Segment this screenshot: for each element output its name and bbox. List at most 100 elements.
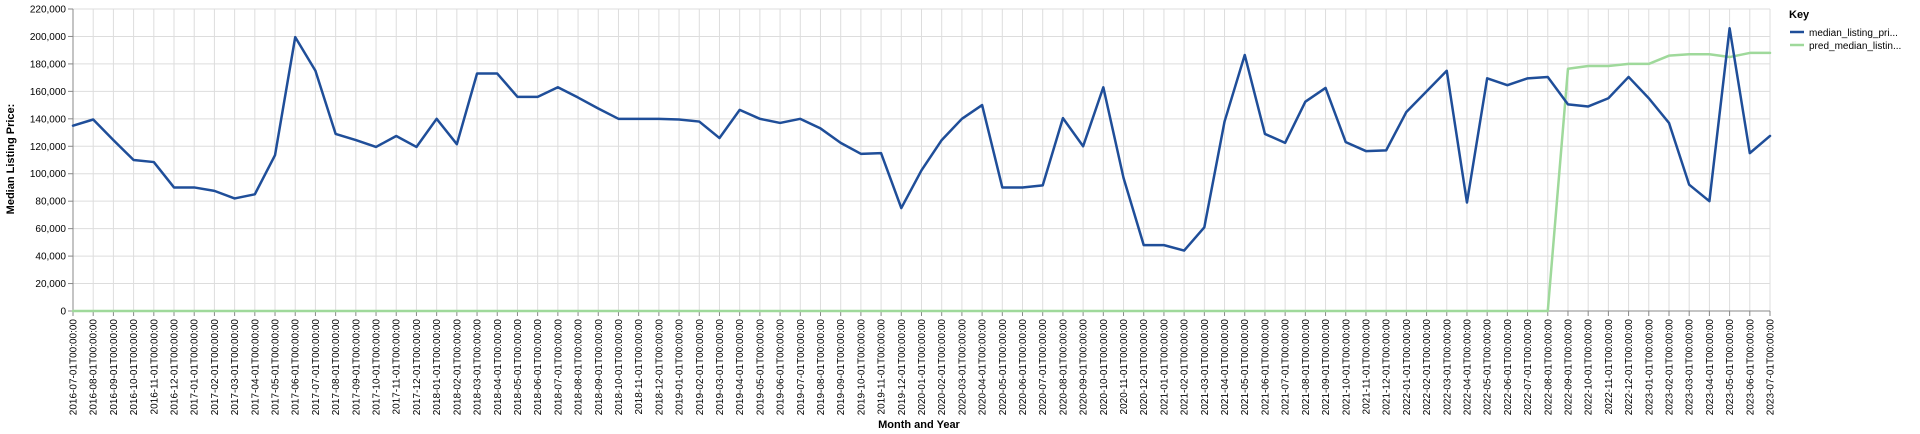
x-tick-label: 2016-07-01T00:00:00 bbox=[69, 319, 80, 416]
x-tick-label: 2020-05-01T00:00:00 bbox=[998, 319, 1009, 416]
x-tick-label: 2020-03-01T00:00:00 bbox=[957, 319, 968, 416]
x-tick-label: 2017-07-01T00:00:00 bbox=[311, 319, 322, 416]
x-tick-label: 2017-12-01T00:00:00 bbox=[412, 319, 423, 416]
x-tick-label: 2016-12-01T00:00:00 bbox=[170, 319, 181, 416]
x-tick-label: 2019-08-01T00:00:00 bbox=[816, 319, 827, 416]
x-tick-label: 2022-08-01T00:00:00 bbox=[1543, 319, 1554, 416]
x-tick-label: 2022-11-01T00:00:00 bbox=[1604, 319, 1615, 415]
x-tick-label: 2018-07-01T00:00:00 bbox=[553, 319, 564, 416]
y-tick-label: 200,000 bbox=[30, 32, 67, 43]
x-tick-label: 2020-04-01T00:00:00 bbox=[978, 319, 989, 416]
x-tick-label: 2020-07-01T00:00:00 bbox=[1038, 319, 1049, 416]
x-tick-label: 2022-04-01T00:00:00 bbox=[1462, 319, 1473, 416]
legend-title: Key bbox=[1789, 9, 1810, 21]
y-tick-label: 120,000 bbox=[30, 142, 67, 153]
x-tick-label: 2017-06-01T00:00:00 bbox=[291, 319, 302, 416]
legend-entry-median: median_listing_pri... bbox=[1790, 28, 1898, 39]
x-tick-label: 2019-05-01T00:00:00 bbox=[755, 319, 766, 416]
x-tick-label: 2020-09-01T00:00:00 bbox=[1079, 319, 1090, 416]
x-tick-label: 2019-12-01T00:00:00 bbox=[897, 319, 908, 416]
x-tick-label: 2023-03-01T00:00:00 bbox=[1685, 319, 1696, 416]
x-tick-label: 2020-02-01T00:00:00 bbox=[937, 319, 948, 416]
x-tick-label: 2019-01-01T00:00:00 bbox=[675, 319, 686, 416]
x-tick-label: 2018-11-01T00:00:00 bbox=[634, 319, 645, 415]
y-axis-title: Median Listing Price: bbox=[5, 104, 17, 215]
x-tick-label: 2022-01-01T00:00:00 bbox=[1402, 319, 1413, 416]
x-tick-label: 2021-03-01T00:00:00 bbox=[1200, 319, 1211, 416]
x-tick-label: 2023-06-01T00:00:00 bbox=[1745, 319, 1756, 416]
x-tick-label: 2020-01-01T00:00:00 bbox=[917, 319, 928, 416]
x-tick-label: 2018-03-01T00:00:00 bbox=[473, 319, 484, 416]
x-tick-label: 2021-08-01T00:00:00 bbox=[1301, 319, 1312, 416]
x-tick-label: 2021-05-01T00:00:00 bbox=[1240, 319, 1251, 416]
chart-grid bbox=[72, 8, 1771, 312]
x-tick-label: 2019-02-01T00:00:00 bbox=[695, 319, 706, 416]
x-tick-label: 2023-02-01T00:00:00 bbox=[1664, 319, 1675, 416]
x-tick-label: 2018-06-01T00:00:00 bbox=[533, 319, 544, 416]
x-tick-label: 2016-11-01T00:00:00 bbox=[149, 319, 160, 415]
x-tick-label: 2017-09-01T00:00:00 bbox=[351, 319, 362, 416]
x-tick-label: 2018-12-01T00:00:00 bbox=[654, 319, 665, 416]
x-tick-label: 2022-02-01T00:00:00 bbox=[1422, 319, 1433, 416]
x-tick-label: 2021-01-01T00:00:00 bbox=[1159, 319, 1170, 416]
x-tick-label: 2021-11-01T00:00:00 bbox=[1361, 319, 1372, 415]
x-tick-label: 2020-10-01T00:00:00 bbox=[1099, 319, 1110, 416]
x-tick-label: 2023-05-01T00:00:00 bbox=[1725, 319, 1736, 416]
x-tick-label: 2017-04-01T00:00:00 bbox=[250, 319, 261, 416]
x-tick-label: 2020-11-01T00:00:00 bbox=[1119, 319, 1130, 415]
x-axis-title: Month and Year bbox=[878, 419, 960, 431]
x-tick-label: 2019-07-01T00:00:00 bbox=[796, 319, 807, 416]
x-tick-label: 2021-12-01T00:00:00 bbox=[1382, 319, 1393, 416]
x-tick-label: 2021-07-01T00:00:00 bbox=[1281, 319, 1292, 416]
legend-label: pred_median_listin... bbox=[1809, 41, 1901, 52]
chart-legend: Key median_listing_pri... pred_median_li… bbox=[1789, 9, 1901, 52]
series-line-pred-median-listing-price bbox=[71, 51, 1772, 313]
y-axis: 0 20,000 40,000 60,000 80,000 100,000 120,000 1… bbox=[30, 5, 74, 318]
x-tick-label: 2018-09-01T00:00:00 bbox=[594, 319, 605, 416]
y-tick-label: 60,000 bbox=[35, 224, 66, 235]
x-tick-label: 2019-09-01T00:00:00 bbox=[836, 319, 847, 416]
chart-series bbox=[71, 26, 1772, 313]
x-tick-label: 2019-10-01T00:00:00 bbox=[856, 319, 867, 416]
y-tick-label: 80,000 bbox=[35, 197, 66, 208]
y-tick-label: 100,000 bbox=[30, 169, 67, 180]
x-tick-label: 2022-03-01T00:00:00 bbox=[1442, 319, 1453, 416]
x-tick-label: 2017-03-01T00:00:00 bbox=[230, 319, 241, 416]
x-tick-label: 2016-10-01T00:00:00 bbox=[129, 319, 140, 416]
x-tick-label: 2021-02-01T00:00:00 bbox=[1180, 319, 1191, 416]
y-tick-label: 140,000 bbox=[30, 114, 67, 125]
x-tick-label: 2019-06-01T00:00:00 bbox=[776, 319, 787, 416]
x-tick-label: 2021-10-01T00:00:00 bbox=[1341, 319, 1352, 416]
series-line-median-listing-price bbox=[71, 26, 1772, 252]
x-tick-label: 2020-06-01T00:00:00 bbox=[1018, 319, 1029, 416]
x-tick-label: 2019-03-01T00:00:00 bbox=[715, 319, 726, 416]
x-axis: 2016-07-01T00:00:00 2016-08-01T00:00:00 20… bbox=[69, 310, 1777, 416]
x-tick-label: 2017-01-01T00:00:00 bbox=[190, 319, 201, 416]
x-tick-label: 2018-01-01T00:00:00 bbox=[432, 319, 443, 416]
x-tick-label: 2020-12-01T00:00:00 bbox=[1139, 319, 1150, 416]
y-tick-label: 220,000 bbox=[30, 5, 67, 16]
x-tick-label: 2022-07-01T00:00:00 bbox=[1523, 319, 1534, 416]
x-tick-label: 2021-04-01T00:00:00 bbox=[1220, 319, 1231, 416]
x-tick-label: 2019-04-01T00:00:00 bbox=[735, 319, 746, 416]
x-tick-label: 2020-08-01T00:00:00 bbox=[1058, 319, 1069, 416]
x-tick-label: 2018-10-01T00:00:00 bbox=[614, 319, 625, 416]
x-tick-label: 2017-11-01T00:00:00 bbox=[392, 319, 403, 415]
x-tick-label: 2017-05-01T00:00:00 bbox=[271, 319, 282, 416]
x-tick-label: 2022-10-01T00:00:00 bbox=[1584, 319, 1595, 416]
y-tick-label: 0 bbox=[60, 307, 66, 318]
x-tick-label: 2017-10-01T00:00:00 bbox=[372, 319, 383, 416]
x-tick-label: 2018-02-01T00:00:00 bbox=[452, 319, 463, 416]
x-tick-label: 2018-04-01T00:00:00 bbox=[493, 319, 504, 416]
x-tick-label: 2018-08-01T00:00:00 bbox=[574, 319, 585, 416]
x-tick-label: 2022-06-01T00:00:00 bbox=[1503, 319, 1514, 416]
x-tick-label: 2019-11-01T00:00:00 bbox=[877, 319, 888, 415]
legend-entry-pred: pred_median_listin... bbox=[1790, 41, 1901, 52]
x-tick-label: 2021-06-01T00:00:00 bbox=[1260, 319, 1271, 416]
x-tick-label: 2021-09-01T00:00:00 bbox=[1321, 319, 1332, 416]
x-tick-label: 2023-04-01T00:00:00 bbox=[1705, 319, 1716, 416]
x-tick-label: 2022-09-01T00:00:00 bbox=[1563, 319, 1574, 416]
y-tick-label: 40,000 bbox=[35, 252, 66, 263]
legend-label: median_listing_pri... bbox=[1809, 28, 1898, 39]
